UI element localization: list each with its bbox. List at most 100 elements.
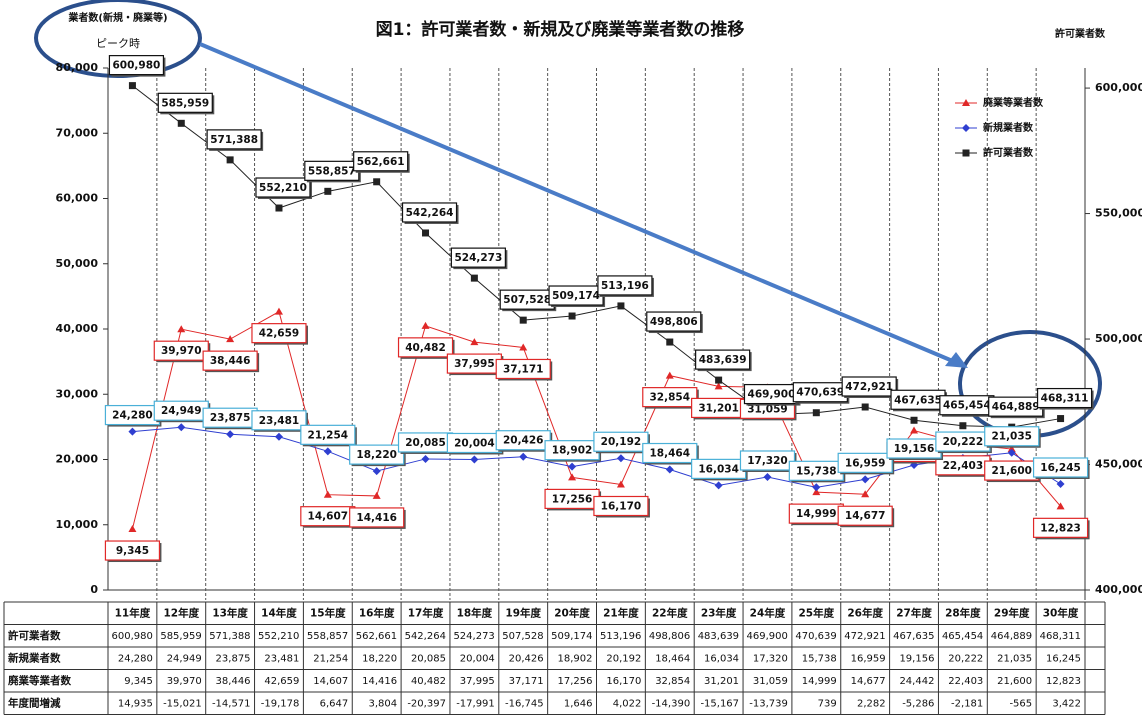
table-cell: 23,481: [264, 653, 299, 664]
marker: [812, 488, 821, 496]
table-cell: 469,900: [747, 631, 788, 642]
label-box: [837, 452, 893, 473]
table-cell: 20,426: [509, 653, 544, 664]
table-cell: 16,170: [606, 676, 641, 687]
label-box: [593, 495, 649, 517]
data-label: 18,464: [650, 448, 691, 460]
data-label: 37,171: [503, 363, 544, 375]
data-label: 472,921: [845, 381, 893, 393]
marker: [616, 454, 625, 463]
marker: [470, 274, 478, 282]
table-header: 27年度: [896, 606, 932, 619]
marker: [519, 316, 527, 324]
legend-marker: [962, 149, 970, 157]
table-cell: 21,254: [313, 653, 348, 664]
table-header: 25年度: [799, 606, 835, 619]
row-header: 年度間増減: [8, 696, 61, 709]
marker: [275, 204, 283, 212]
table-cell: 552,210: [258, 631, 299, 642]
y-tick-label: 0: [90, 583, 98, 596]
data-label: 14,416: [356, 512, 397, 524]
data-label: 14,677: [845, 510, 886, 522]
marker: [714, 481, 723, 490]
data-label: 468,311: [1041, 393, 1089, 405]
data-label: 483,639: [699, 354, 747, 366]
label-box: [104, 540, 161, 561]
marker: [861, 475, 870, 484]
data-label: 558,857: [308, 165, 356, 177]
table-header: 28年度: [945, 606, 981, 619]
data-label: 498,806: [650, 316, 698, 328]
y-tick-label: 50,000: [56, 257, 99, 270]
table-cell: 23,875: [216, 653, 251, 664]
marker: [372, 467, 381, 476]
label-box: [206, 129, 262, 150]
table-cell: 38,446: [216, 676, 251, 687]
y-tick-label: 40,000: [56, 322, 99, 335]
data-label: 14,607: [308, 511, 349, 523]
table-cell: 42,659: [264, 676, 299, 687]
marker: [128, 82, 136, 90]
table-cell: 24,280: [118, 653, 153, 664]
table-cell: -13,739: [749, 698, 788, 709]
label-box: [251, 323, 307, 344]
table-cell: 20,004: [460, 653, 495, 664]
arrow-head: [945, 352, 968, 368]
data-label: 509,174: [552, 290, 600, 302]
table-cell: 16,034: [704, 653, 739, 664]
marker: [177, 423, 186, 432]
table-cell: -19,178: [261, 698, 300, 709]
marker: [617, 302, 625, 310]
data-label: 14,999: [796, 508, 837, 520]
marker: [568, 473, 577, 481]
marker: [323, 447, 332, 456]
marker: [910, 426, 919, 434]
table-cell: 739: [818, 698, 837, 709]
chart-title: 図1：許可業者数・新規及び廃業等業者数の推移: [376, 19, 745, 40]
marker: [715, 376, 723, 384]
legend-marker: [962, 124, 970, 132]
data-label: 18,220: [356, 449, 397, 461]
label-box: [255, 177, 311, 198]
marker: [128, 525, 137, 533]
data-label: 20,426: [503, 435, 544, 447]
table-cell: 18,220: [362, 653, 397, 664]
series-line: [132, 426, 1061, 488]
label-box: [450, 247, 506, 268]
marker: [666, 338, 674, 346]
table-cell: 37,995: [460, 676, 495, 687]
marker: [323, 490, 332, 498]
table-cell: 15,738: [802, 653, 837, 664]
data-label: 21,035: [991, 431, 1032, 443]
label-box: [353, 151, 409, 172]
table-cell: 483,639: [698, 631, 739, 642]
marker: [763, 472, 772, 481]
legend-label: 新規業者数: [983, 121, 1034, 134]
data-label: 552,210: [259, 182, 307, 194]
marker: [861, 403, 869, 411]
marker: [372, 491, 381, 499]
marker: [665, 371, 674, 379]
table-cell: 20,222: [948, 653, 983, 664]
marker: [421, 454, 430, 463]
table-cell: 464,889: [991, 631, 1032, 642]
marker: [1056, 480, 1065, 489]
marker: [519, 452, 528, 461]
y-axis-label: 業者数(新規・廃業等): [67, 11, 167, 24]
marker: [177, 325, 186, 333]
legend-label: 許可業者数: [983, 146, 1034, 159]
marker: [422, 229, 430, 237]
table-cell: 31,059: [753, 676, 788, 687]
y2-tick-label: 500,000: [1095, 332, 1142, 345]
table-cell: -5,286: [902, 698, 934, 709]
table-cell: 465,454: [942, 631, 983, 642]
table-cell: 542,264: [405, 631, 446, 642]
data-label: 21,600: [991, 465, 1032, 477]
table-header: 17年度: [408, 606, 444, 619]
marker: [1007, 445, 1016, 453]
table-header: 13年度: [212, 606, 248, 619]
plot: 0 10,000 20,000 30,000 40,000 50,000 60,000 70,…: [3, 55, 1142, 715]
table-header: 29年度: [994, 606, 1030, 619]
label-box: [642, 442, 698, 464]
marker: [226, 430, 235, 439]
